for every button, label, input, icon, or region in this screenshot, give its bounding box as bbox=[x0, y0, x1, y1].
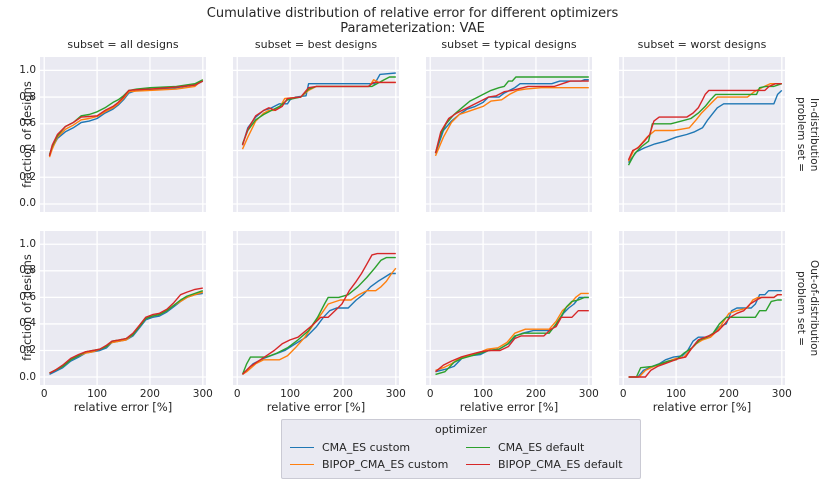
row-label-line: Out-of-distribution bbox=[808, 259, 820, 357]
x-tick-label: 100 bbox=[280, 388, 301, 400]
y-tick-label: 0.2 bbox=[19, 343, 36, 356]
legend-label: CMA_ES default bbox=[498, 441, 585, 454]
legend-label: CMA_ES custom bbox=[322, 441, 411, 454]
y-tick-label: 0.8 bbox=[19, 264, 36, 277]
series-line bbox=[241, 81, 396, 146]
series-line bbox=[48, 80, 204, 157]
line-swatch-icon bbox=[290, 447, 314, 448]
y-tick-label: 0.2 bbox=[19, 170, 36, 183]
series-line bbox=[49, 292, 203, 376]
chart-title: Cumulative distribution of relative erro… bbox=[206, 6, 619, 21]
series-line bbox=[627, 89, 783, 164]
x-tick-label: 300 bbox=[771, 388, 792, 400]
legend: optimizer CMA_ES custom BIPOP_CMA_ES cus… bbox=[281, 419, 641, 479]
y-tick-label: 0.4 bbox=[19, 317, 36, 330]
panel-out-dist-best-designs bbox=[233, 231, 399, 385]
y-tick-label: 0.6 bbox=[19, 290, 36, 303]
legend-label: BIPOP_CMA_ES default bbox=[498, 458, 623, 471]
y-tick-label: 1.0 bbox=[19, 237, 36, 250]
x-tick-label: 100 bbox=[666, 388, 687, 400]
y-tick-label: 0.0 bbox=[19, 197, 36, 210]
x-tick-label: 0 bbox=[233, 388, 241, 400]
series-line bbox=[628, 290, 782, 378]
row-label-out-of-distribution: problem set = Out-of-distribution bbox=[790, 231, 824, 385]
legend-entry-bipop-cma-es-default: BIPOP_CMA_ES default bbox=[466, 456, 632, 473]
row-label-line: problem set = bbox=[795, 97, 807, 172]
series-line bbox=[434, 80, 589, 154]
panel-in-dist-best-designs bbox=[233, 57, 399, 212]
line-swatch-icon bbox=[466, 447, 490, 448]
series-line bbox=[48, 79, 204, 155]
series-line bbox=[628, 294, 782, 378]
x-tick-label: 0 bbox=[426, 388, 434, 400]
series-line bbox=[242, 252, 396, 375]
y-axis-label-bottom: fraction of designs bbox=[20, 254, 34, 361]
panel-in-dist-all-designs bbox=[40, 57, 206, 212]
legend-label: BIPOP_CMA_ES custom bbox=[322, 458, 449, 471]
legend-title: optimizer bbox=[435, 423, 487, 436]
y-tick-label: 0.6 bbox=[19, 117, 36, 130]
series-line bbox=[435, 309, 589, 373]
legend-entry-cma-es-custom: CMA_ES custom bbox=[290, 439, 456, 456]
series-line bbox=[627, 83, 782, 161]
series-line bbox=[628, 294, 782, 378]
x-axis-label-col2: relative error [%] bbox=[266, 400, 366, 414]
x-tick-label: 300 bbox=[385, 388, 406, 400]
panel-in-dist-worst-designs bbox=[619, 57, 785, 212]
series-line bbox=[241, 79, 396, 150]
series-line bbox=[628, 299, 782, 378]
y-tick-label: 0.8 bbox=[19, 90, 36, 103]
row-label-line: In-distribution bbox=[808, 97, 820, 172]
series-line bbox=[241, 256, 396, 375]
line-swatch-icon bbox=[466, 464, 490, 465]
line-swatch-icon bbox=[290, 464, 314, 465]
y-axis-label-top: fraction of designs bbox=[20, 81, 34, 188]
chart-subtitle: Parameterization: VAE bbox=[340, 21, 485, 36]
series-line bbox=[434, 76, 589, 154]
col-title-all-designs: subset = all designs bbox=[67, 38, 179, 51]
x-axis-label-col4: relative error [%] bbox=[652, 400, 752, 414]
x-tick-label: 200 bbox=[139, 388, 160, 400]
row-label-line: problem set = bbox=[795, 270, 807, 346]
legend-entry-bipop-cma-es-custom: BIPOP_CMA_ES custom bbox=[290, 456, 456, 473]
panel-out-dist-worst-designs bbox=[619, 231, 785, 385]
col-title-typical-designs: subset = typical designs bbox=[441, 38, 577, 51]
row-label-in-distribution: problem set = In-distribution bbox=[790, 57, 824, 212]
col-title-worst-designs: subset = worst designs bbox=[637, 38, 767, 51]
x-tick-label: 200 bbox=[525, 388, 546, 400]
series-line bbox=[434, 87, 589, 157]
x-tick-label: 100 bbox=[473, 388, 494, 400]
y-tick-label: 1.0 bbox=[19, 63, 36, 76]
x-axis-label-col1: relative error [%] bbox=[73, 400, 173, 414]
x-axis-label-col3: relative error [%] bbox=[459, 400, 559, 414]
series-line bbox=[242, 267, 397, 375]
panel-out-dist-all-designs bbox=[40, 231, 206, 385]
x-tick-label: 200 bbox=[718, 388, 739, 400]
panel-out-dist-typical-designs bbox=[426, 231, 592, 385]
x-tick-label: 300 bbox=[192, 388, 213, 400]
legend-entry-cma-es-default: CMA_ES default bbox=[466, 439, 632, 456]
panel-in-dist-typical-designs bbox=[426, 57, 592, 212]
series-line bbox=[435, 296, 589, 376]
y-tick-label: 0.4 bbox=[19, 144, 36, 157]
series-line bbox=[48, 79, 204, 158]
series-line bbox=[627, 83, 783, 166]
x-tick-label: 200 bbox=[332, 388, 353, 400]
series-line bbox=[49, 287, 203, 374]
x-tick-label: 100 bbox=[87, 388, 108, 400]
x-tick-label: 0 bbox=[40, 388, 48, 400]
series-line bbox=[241, 72, 396, 146]
x-tick-label: 0 bbox=[619, 388, 627, 400]
y-tick-label: 0.0 bbox=[19, 370, 36, 383]
x-tick-label: 300 bbox=[578, 388, 599, 400]
col-title-best-designs: subset = best designs bbox=[254, 38, 378, 51]
